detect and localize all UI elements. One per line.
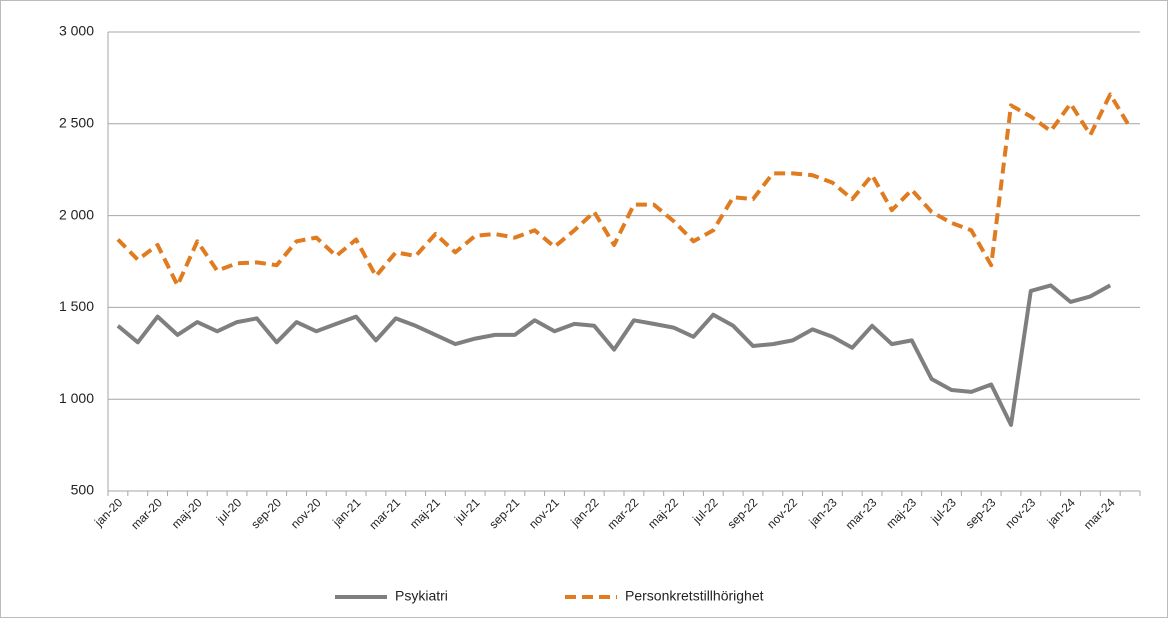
y-tick-label: 500: [71, 482, 95, 498]
y-tick-label: 1 000: [59, 390, 94, 406]
y-tick-label: 2 500: [59, 115, 94, 131]
legend-label: Psykiatri: [395, 588, 448, 604]
legend-label: Personkretstillhörighet: [625, 588, 764, 604]
y-tick-label: 2 000: [59, 206, 94, 222]
y-tick-label: 3 000: [59, 23, 94, 39]
line-series: [116, 92, 1132, 288]
y-tick-label: 1 500: [59, 298, 94, 314]
line-series: [116, 283, 1112, 427]
